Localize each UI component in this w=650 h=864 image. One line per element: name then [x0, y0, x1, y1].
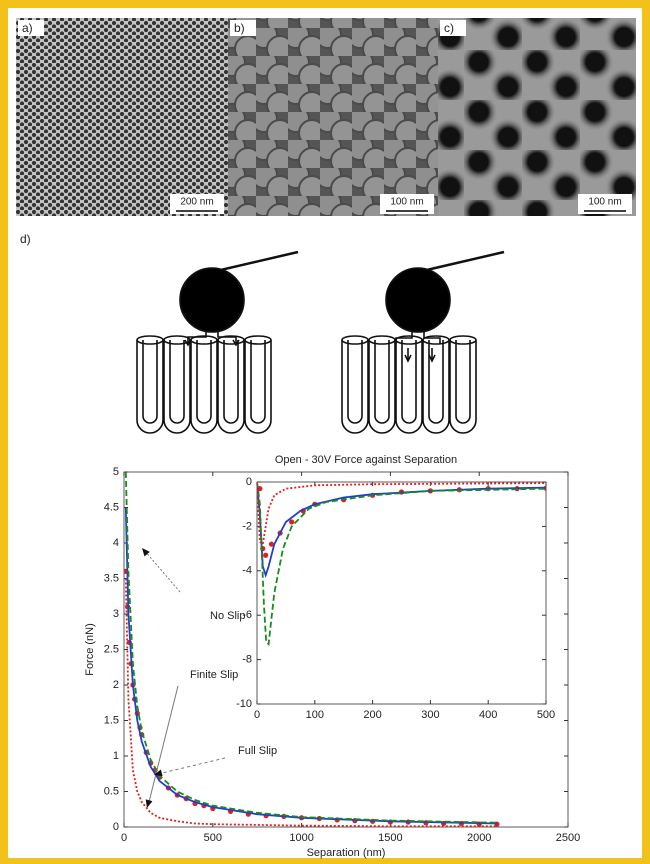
figure: d) a)200 nmb)100 nmc)100 nm0500100015002… [0, 0, 650, 864]
x-tick-label: 100 [306, 709, 324, 721]
x-tick-label: 0 [254, 709, 260, 721]
annotation: No Slip [210, 610, 245, 622]
y-tick-label: 2 [113, 679, 119, 691]
data-point [263, 553, 268, 558]
panel-label: b) [234, 21, 245, 35]
panel-label: a) [22, 21, 33, 35]
y-tick-label: -10 [236, 698, 252, 710]
y-tick-label: 0.5 [104, 785, 119, 797]
x-tick-label: 500 [537, 709, 555, 721]
y-tick-label: 4 [113, 537, 119, 549]
y-tick-label: 4.5 [104, 501, 119, 513]
y-tick-label: 1 [113, 750, 119, 762]
y-tick-label: 2.5 [104, 643, 119, 655]
scale-bar-label: 100 nm [588, 197, 621, 208]
x-tick-label: 2500 [556, 832, 580, 844]
annotation: Full Slip [238, 745, 277, 757]
probe-sphere [180, 268, 244, 332]
y-tick-label: 3 [113, 608, 119, 620]
y-tick-label: 5 [113, 466, 119, 478]
x-tick-label: 1500 [378, 832, 402, 844]
panel-label: d) [20, 232, 31, 246]
x-tick-label: 500 [204, 832, 222, 844]
scale-bar-label: 100 nm [390, 197, 423, 208]
y-tick-label: 3.5 [104, 572, 119, 584]
annotation: Finite Slip [190, 669, 238, 681]
y-axis-label: Force (nN) [84, 623, 96, 676]
plot-area [257, 482, 546, 704]
x-tick-label: 2000 [467, 832, 491, 844]
probe-sphere [386, 268, 450, 332]
y-tick-label: -4 [242, 565, 252, 577]
y-tick-label: -6 [242, 609, 252, 621]
y-tick-label: 0 [246, 476, 252, 488]
x-tick-label: 200 [363, 709, 381, 721]
x-tick-label: 1000 [289, 832, 313, 844]
panel-label: c) [444, 21, 454, 35]
data-point [289, 519, 294, 524]
x-axis-label: Separation (nm) [307, 847, 386, 859]
scale-bar-label: 200 nm [180, 197, 213, 208]
x-tick-label: 300 [421, 709, 439, 721]
y-tick-label: 1.5 [104, 714, 119, 726]
x-tick-label: 400 [479, 709, 497, 721]
x-tick-label: 0 [121, 832, 127, 844]
y-tick-label: 0 [113, 821, 119, 833]
chart-title: Open - 30V Force against Separation [275, 454, 457, 466]
sem-image-a [16, 18, 228, 216]
y-tick-label: -2 [242, 520, 252, 532]
y-tick-label: -8 [242, 654, 252, 666]
sem-image-b [228, 18, 438, 216]
sem-image-c [438, 18, 636, 216]
